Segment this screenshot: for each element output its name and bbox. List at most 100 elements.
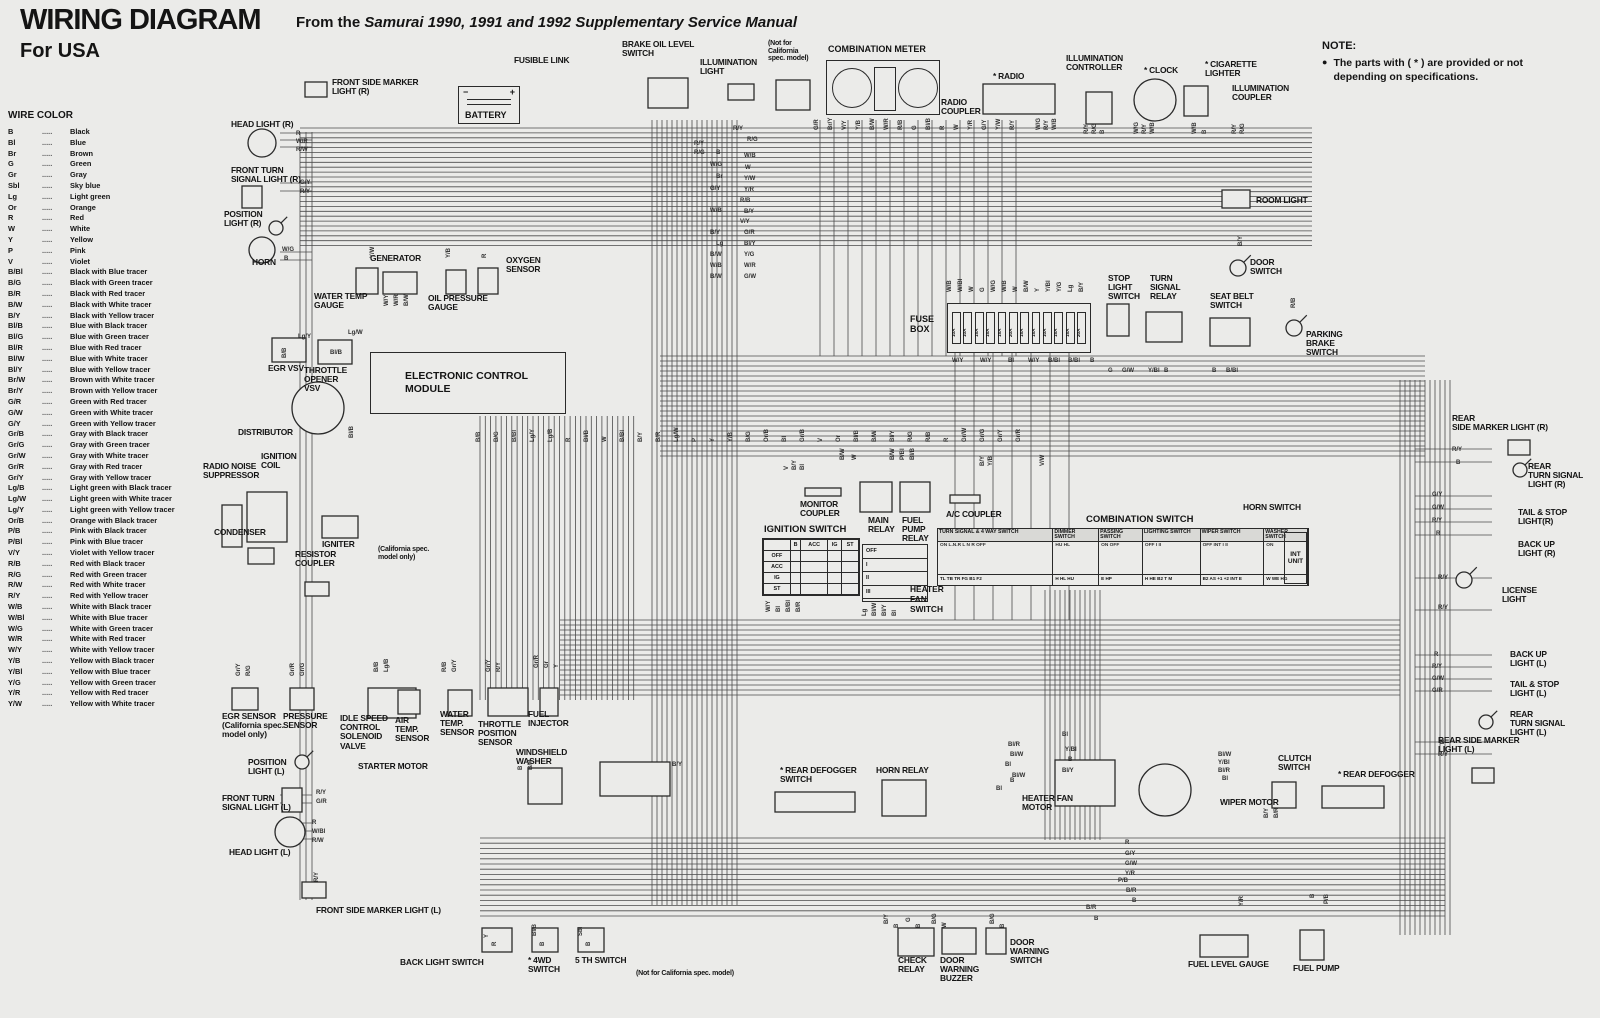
wire-color-name: Gray with Black tracer [70,429,149,439]
4wd-switch: * 4WD SWITCH [528,955,560,975]
fuse-rating: 15A [985,328,991,337]
water-temp-sensor: WATER TEMP. SENSOR [440,709,475,738]
wire-label: V/W [1040,454,1046,466]
wire-label: B/Bl [620,430,626,442]
igniter: IGNITER [322,539,355,549]
front-turn-signal-light-l: FRONT TURN SIGNAL LIGHT (L) [222,793,291,813]
air-temp-sensor: AIR TEMP. SENSOR [395,715,430,744]
wire-code: G/R [8,396,22,406]
wire-label: G [980,287,986,292]
wire-color-name: White with Black tracer [70,602,152,612]
resistor-coupler: RESISTOR COUPLER [295,549,337,569]
legend-dots: ..... [42,364,53,374]
wire-label: R/B [1291,297,1297,308]
fuel-level-gauge-symbol [1199,934,1249,958]
combination-switch: TURN SIGNAL & 4 WAY SWITCH ON L.N.R L N R… [937,528,1309,586]
wire-code: B [8,127,14,136]
fuel-injector: FUEL INJECTOR [528,709,569,729]
wire-label: Bl [996,786,1002,792]
wire-code: Gr/R [8,461,25,471]
meter-center-panel [874,67,896,111]
door-switch-symbol [1229,259,1247,277]
wire-code: Y/W [8,699,22,709]
wire-label: Or/B [764,428,770,442]
ac-coupler-symbol [949,494,981,504]
legend-dots: ..... [42,407,53,417]
fuel-pump-relay-symbol [899,481,931,513]
rear-turn-signal-light-r: REAR TURN SIGNAL LIGHT (R) [1528,461,1584,490]
wire-label: B/W [710,252,722,258]
legend-dots: ..... [42,267,53,277]
wire-label: B/R [1126,888,1137,894]
wire-label: R/Y [1010,119,1016,130]
rear-turn-signal-light-l: REAR TURN SIGNAL LIGHT (L) [1510,709,1566,738]
legend-dots: ..... [42,288,53,298]
front-side-marker-light-r-symbol [304,81,328,98]
legend-entry: Or..... Orange [8,203,223,214]
legend-dots: ..... [42,450,53,460]
wire-code: Y/G [8,677,21,687]
legend-entry: Bl/B..... Blue with Black tracer [8,321,223,332]
electronic-control-module: ELECTRONIC CONTROL MODULE [370,352,566,414]
condenser-symbol [247,547,275,565]
brake-oil-level-switch-symbol [647,77,689,109]
combination-switch-section: WASHER SWITCH ON W WE HG [1264,529,1308,585]
wire-label: R/G [908,431,914,442]
legend-entry: Lg/W..... Light green with White tracer [8,494,223,505]
monitor-coupler-symbol [804,487,842,497]
combination-meter [826,60,940,115]
wire-label: V [818,437,824,442]
wire-label: Y/G [744,252,755,258]
ignition-row: ST [763,583,791,595]
wire-label: B/W [710,274,722,280]
fuel-pump-symbol [1299,929,1325,961]
wire-label: R/Y [733,126,744,132]
wire-label: Gr [544,660,550,668]
fuse: 10A [951,312,961,344]
legend-entry: Gr/W..... Gray with White tracer [8,451,223,462]
wire-color-name: White with Yellow tracer [70,645,155,655]
wire-color-name: Black with Yellow tracer [70,310,155,320]
wire-label: B/Bl [786,600,792,612]
wire-label: R [940,125,946,130]
legend-entry: G..... Green [8,159,223,170]
wire-color-name: Blue [70,137,87,147]
parking-brake-switch: PARKING BRAKE SWITCH [1306,329,1343,358]
room-light-symbol [1221,189,1251,209]
wire-label: R/Y [316,790,327,796]
wire-label: R/Y [496,661,502,672]
fuel-level-gauge: FUEL LEVEL GAUGE [1188,959,1269,969]
illumination-light-symbol [727,83,755,101]
rear-side-marker-light-r: REAR SIDE MARKER LIGHT (R) [1452,413,1548,433]
wire-label: G [1108,368,1113,374]
wire-label: R [312,820,317,826]
fuse: 15A [1053,312,1064,344]
wire-label: R/Y [1438,575,1449,581]
wire-label: R/Y [694,141,705,147]
wire-color-name: Green [70,159,92,169]
wire-code: Sbl [8,180,20,190]
rear-turn-signal-light-l-symbol [1478,714,1494,730]
legend-dots: ..... [42,461,53,471]
wire-label: R/Y [1232,123,1238,134]
wire-label: Y [710,437,716,442]
wire-label: Y/Bl [1065,747,1077,753]
fuse: 20A [1076,312,1086,344]
fuse: 15A [997,312,1007,344]
fusible-link: FUSIBLE LINK [514,55,570,65]
wire-label: Y/G [1057,281,1063,292]
position-light-l: POSITION LIGHT (L) [248,757,287,777]
wire-label: B/B [282,347,288,358]
clock-symbol [1133,78,1177,122]
wire-color-name: Light green with Yellow tracer [70,504,175,514]
wire-label: B/G [932,913,938,924]
wire-code: Bl/B [8,321,23,331]
wire-label: Bl/Y [882,604,888,616]
wire-label: R/Y [1432,518,1443,524]
license-light-symbol [1455,571,1473,589]
legend-entry: Gr..... Gray [8,170,223,181]
wire-label: V [784,465,790,470]
egr-sensor-symbol [231,687,259,711]
wire-label: Gr/Y [452,659,458,672]
egr-vsv-symbol [271,337,307,363]
